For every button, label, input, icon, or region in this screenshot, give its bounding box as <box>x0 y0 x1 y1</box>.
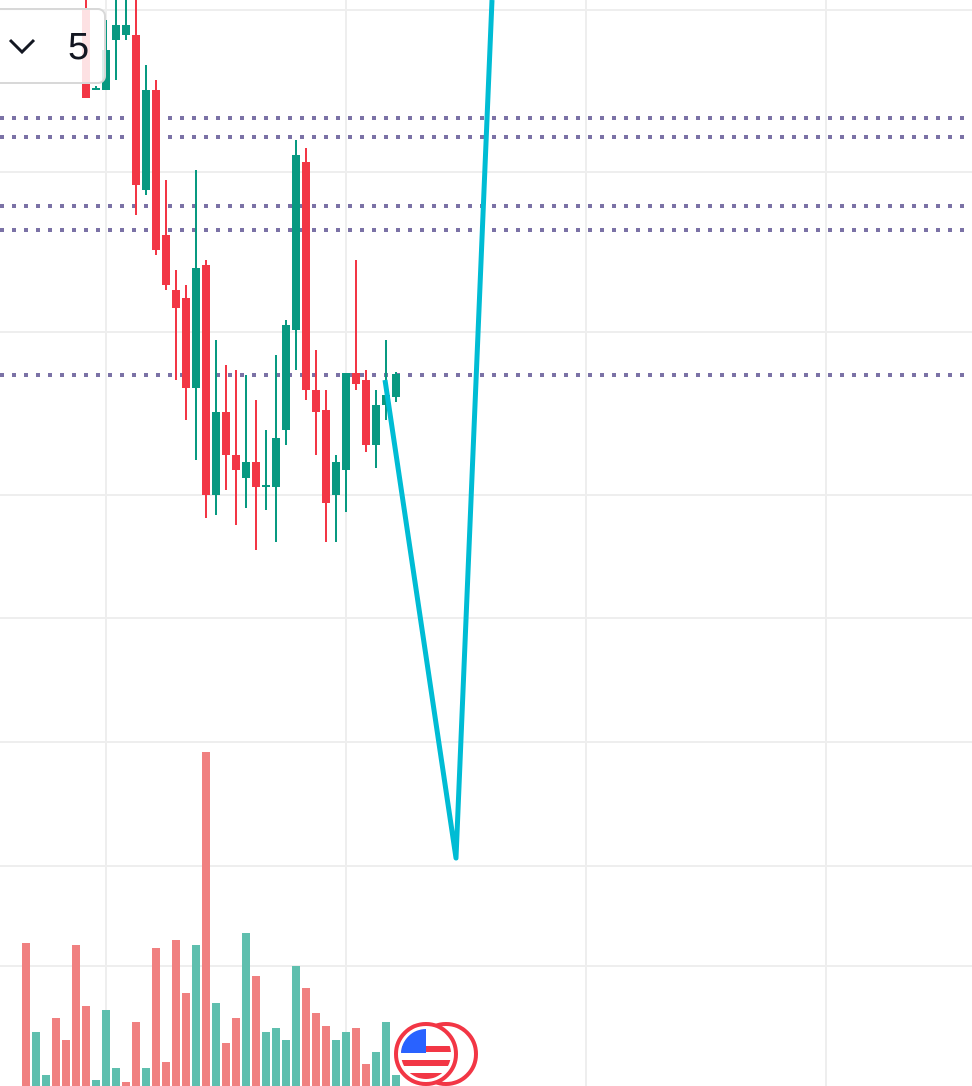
chevron-icon <box>8 38 36 55</box>
candle-body <box>392 374 400 397</box>
volume-bar <box>192 945 200 1086</box>
volume-bar <box>302 988 310 1086</box>
volume-bar <box>182 993 190 1086</box>
volume-bar <box>42 1075 50 1086</box>
candle-body <box>282 325 290 430</box>
candle-body <box>312 390 320 412</box>
candle-body <box>192 268 200 388</box>
interval-selector[interactable]: 5 <box>0 8 106 84</box>
candle-body <box>142 90 150 190</box>
candle-body <box>92 88 100 90</box>
candle-body <box>162 235 170 285</box>
volume-bar <box>262 1032 270 1086</box>
volume-bar <box>322 1026 330 1086</box>
volume-bar <box>242 933 250 1086</box>
candle-body <box>352 373 360 384</box>
volume-bar <box>342 1032 350 1086</box>
candle-body <box>252 462 260 487</box>
volume-bar <box>312 1013 320 1086</box>
volume-bar <box>112 1068 120 1086</box>
volume-bar <box>72 945 80 1086</box>
volume-bar <box>272 1028 280 1086</box>
volume-bar <box>22 943 30 1086</box>
candle-body <box>322 410 330 503</box>
candle-body <box>122 25 130 35</box>
volume-bar <box>82 1006 90 1086</box>
volume-bar <box>232 1018 240 1086</box>
volume-bar <box>222 1043 230 1086</box>
candle-body <box>242 462 250 478</box>
volume-bar <box>382 1022 390 1086</box>
candle-body <box>152 90 160 250</box>
interval-value: 5 <box>68 26 90 68</box>
volume-bar <box>212 1003 220 1086</box>
candle-body <box>302 162 310 390</box>
candle-body <box>132 35 140 185</box>
candle-body <box>272 438 280 487</box>
volume-bar <box>92 1080 100 1086</box>
volume-bar <box>142 1068 150 1086</box>
volume-bar <box>202 752 210 1086</box>
volume-bar <box>282 1040 290 1086</box>
volume-bar <box>122 1082 130 1086</box>
volume-bar <box>172 940 180 1086</box>
candle-body <box>362 380 370 445</box>
candle-body <box>222 412 230 455</box>
volume-bar <box>132 1022 140 1086</box>
candle-body <box>202 265 210 495</box>
volume-bar <box>32 1032 40 1086</box>
volume-bar <box>152 948 160 1086</box>
volume-bar <box>162 1062 170 1086</box>
candle-body <box>112 25 120 40</box>
candle-body <box>342 373 350 470</box>
candle-body <box>182 298 190 388</box>
volume-bar <box>362 1064 370 1086</box>
volume-bar <box>52 1018 60 1086</box>
candle-body <box>332 462 340 495</box>
candle-body <box>102 50 110 90</box>
volume-bar <box>252 976 260 1086</box>
volume-bar <box>102 1010 110 1086</box>
volume-bar <box>292 966 300 1086</box>
volume-bar <box>352 1028 360 1086</box>
volume-bar <box>372 1052 380 1086</box>
trend-drawing <box>382 0 495 861</box>
candle-body <box>372 405 380 445</box>
candle-body <box>262 485 270 487</box>
volume-bar <box>332 1040 340 1086</box>
candle-body <box>232 455 240 470</box>
candle-body <box>172 290 180 308</box>
volume-bar <box>392 1075 400 1086</box>
volume-bar <box>62 1040 70 1086</box>
candle-body <box>212 412 220 495</box>
candle-body <box>292 155 300 330</box>
